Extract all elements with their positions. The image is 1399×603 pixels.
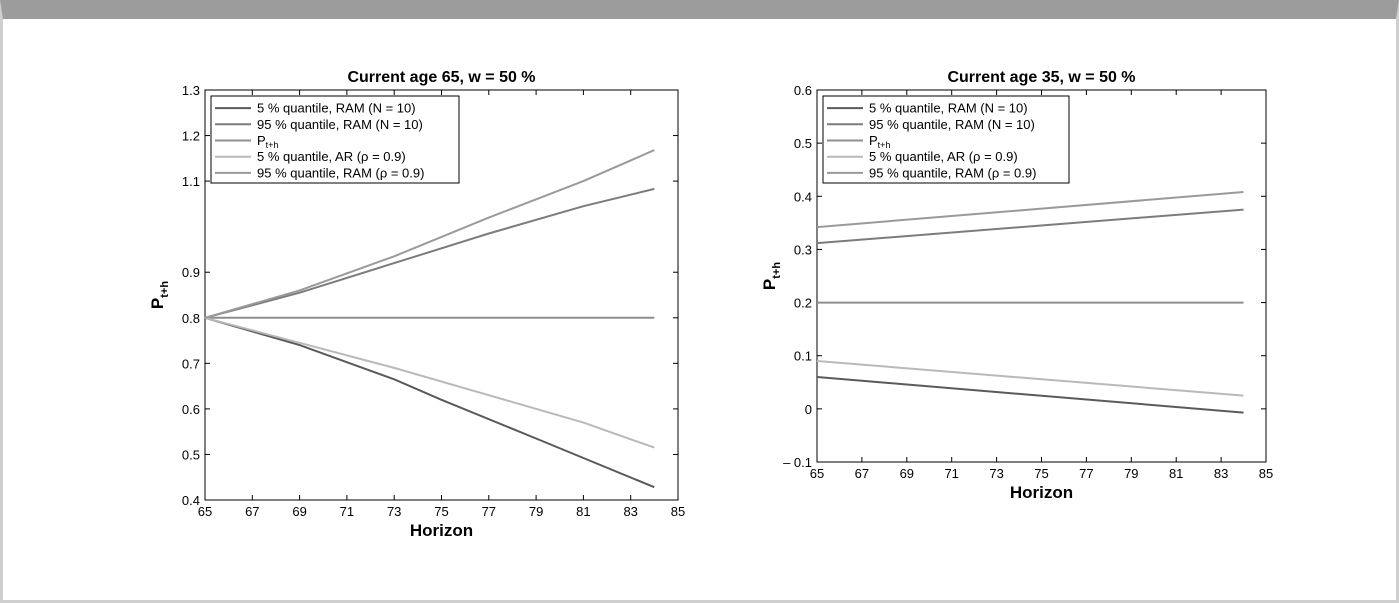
series-line-1 bbox=[204, 316, 655, 489]
chart-title: Current age 65, w = 50 % bbox=[347, 69, 535, 86]
y-tick-label: 0.6 bbox=[182, 402, 200, 417]
x-tick-label: 81 bbox=[576, 504, 590, 519]
x-tick-label: 71 bbox=[944, 466, 958, 481]
y-tick-label: 0.4 bbox=[794, 189, 812, 204]
x-tick-label: 69 bbox=[292, 504, 306, 519]
series-line-2 bbox=[204, 187, 655, 319]
x-tick-label: 77 bbox=[482, 504, 496, 519]
x-tick-label: 85 bbox=[671, 504, 685, 519]
x-tick-label: 75 bbox=[434, 504, 448, 519]
legend-label: 95 % quantile, RAM (ρ = 0.9) bbox=[869, 165, 1036, 180]
series-line-5 bbox=[816, 191, 1244, 229]
y-axis-label: Pt+h bbox=[148, 281, 171, 309]
x-axis-label: Horizon bbox=[1010, 483, 1073, 502]
y-tick-label: 0.3 bbox=[794, 242, 812, 257]
y-tick-label: 0.7 bbox=[182, 356, 200, 371]
legend-label: 95 % quantile, RAM (N = 10) bbox=[257, 117, 423, 132]
y-axis-label: Pt+h bbox=[760, 262, 783, 290]
x-tick-label: 75 bbox=[1034, 466, 1048, 481]
y-tick-label: 0.6 bbox=[794, 83, 812, 98]
x-tick-label: 77 bbox=[1079, 466, 1093, 481]
series-line-4 bbox=[816, 360, 1244, 397]
x-tick-label: 65 bbox=[810, 466, 824, 481]
y-tick-label: 0.2 bbox=[794, 296, 812, 311]
series-line-5 bbox=[204, 149, 655, 319]
legend-box bbox=[210, 95, 460, 184]
y-tick-label: 0.1 bbox=[794, 349, 812, 364]
x-tick-label: 65 bbox=[198, 504, 212, 519]
y-tick-label: 0 bbox=[805, 402, 812, 417]
legend-box bbox=[822, 95, 1070, 184]
y-tick-label: 0.9 bbox=[182, 265, 200, 280]
y-tick-label: 0.8 bbox=[182, 311, 200, 326]
y-tick-label: – 0.1 bbox=[783, 455, 812, 470]
legend-label: Pt+h bbox=[257, 133, 278, 150]
series-line-1 bbox=[816, 376, 1244, 414]
legend-label: 5 % quantile, AR (ρ = 0.9) bbox=[257, 149, 406, 164]
series-line-2 bbox=[816, 208, 1244, 245]
legend-label: 5 % quantile, RAM (N = 10) bbox=[869, 101, 1028, 116]
x-tick-label: 79 bbox=[1124, 466, 1138, 481]
y-tick-label: 0.4 bbox=[182, 493, 200, 508]
x-tick-label: 83 bbox=[623, 504, 637, 519]
chart-2: Current age 35, w = 50 % 65 67 69 71 73 75 77 79… bbox=[760, 69, 1273, 502]
x-tick-label: 73 bbox=[989, 466, 1003, 481]
y-tick-label: 0.5 bbox=[794, 136, 812, 151]
y-tick-label: 1.2 bbox=[182, 129, 200, 144]
chart-1: Current age 65, w = 50 % 65 67 69 71 73 75 77 79… bbox=[148, 69, 685, 540]
y-tick-label: 0.5 bbox=[182, 447, 200, 462]
series-line-4 bbox=[204, 316, 655, 449]
x-tick-label: 69 bbox=[900, 466, 914, 481]
x-tick-label: 79 bbox=[529, 504, 543, 519]
x-axis-label: Horizon bbox=[410, 521, 473, 540]
chart-title: Current age 35, w = 50 % bbox=[947, 69, 1135, 86]
x-tick-label: 73 bbox=[387, 504, 401, 519]
x-tick-label: 67 bbox=[245, 504, 259, 519]
legend-label: 95 % quantile, RAM (ρ = 0.9) bbox=[257, 165, 424, 180]
x-tick-label: 67 bbox=[855, 466, 869, 481]
legend-label: 5 % quantile, AR (ρ = 0.9) bbox=[869, 149, 1018, 164]
x-tick-label: 83 bbox=[1214, 466, 1228, 481]
legend-label: 95 % quantile, RAM (N = 10) bbox=[869, 117, 1035, 132]
y-tick-label: 1.1 bbox=[182, 174, 200, 189]
x-tick-label: 85 bbox=[1259, 466, 1273, 481]
legend: 5 % quantile, RAM (N = 10)95 % quantile,… bbox=[210, 95, 460, 184]
x-tick-label: 81 bbox=[1169, 466, 1183, 481]
legend-label: 5 % quantile, RAM (N = 10) bbox=[257, 101, 416, 116]
y-tick-label: 1.3 bbox=[182, 83, 200, 98]
legend: 5 % quantile, RAM (N = 10)95 % quantile,… bbox=[822, 95, 1070, 184]
legend-label: Pt+h bbox=[869, 133, 890, 150]
x-tick-label: 71 bbox=[340, 504, 354, 519]
